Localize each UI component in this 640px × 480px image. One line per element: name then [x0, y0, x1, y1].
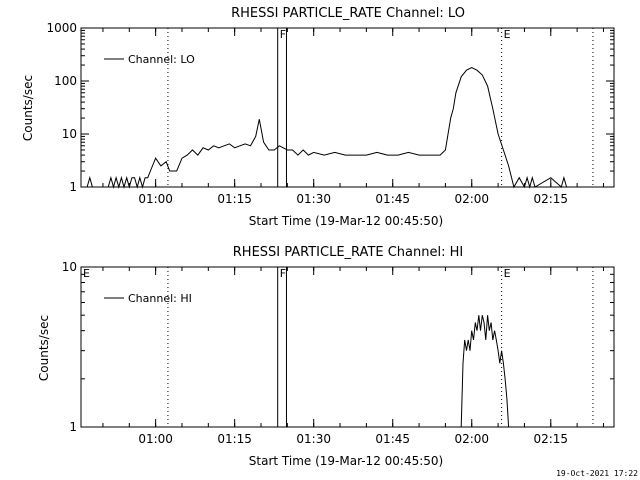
data-group-lo: [86, 66, 568, 189]
tick-group-lo: 01:00 01:15 01:30 01:45 02:00 02:15 1 10 100 1000: [46, 21, 614, 206]
x-tick-label: 02:00: [454, 192, 489, 206]
series-line-hi: [460, 315, 510, 428]
y-tick-label: 1: [69, 180, 77, 194]
legend-lo: Channel: LO: [104, 53, 195, 66]
x-tick-label: 01:45: [375, 432, 410, 446]
chart-title-lo: RHESSI PARTICLE_RATE Channel: LO: [231, 6, 465, 21]
marker-label: E: [83, 267, 90, 280]
x-tick-label: 01:30: [296, 432, 331, 446]
footer-date: 19-Oct-2021 17:22: [556, 469, 638, 478]
y-tick-label: 10: [62, 260, 77, 274]
data-group-hi: [460, 315, 510, 428]
marker-label: F: [280, 267, 286, 280]
y-axis-label-hi: Counts/sec: [37, 315, 51, 381]
series-line-lo: [86, 66, 568, 189]
chart-title-hi: RHESSI PARTICLE_RATE Channel: HI: [233, 245, 463, 260]
marker-label: E: [504, 267, 511, 280]
legend-hi: Channel: HI: [104, 292, 192, 305]
y-tick-label: 10: [62, 127, 77, 141]
x-tick-label: 02:00: [454, 432, 489, 446]
plot-frame-lo: [80, 27, 615, 188]
plot-frame-hi: [80, 266, 615, 428]
y-tick-label: 1: [69, 420, 77, 434]
x-tick-label: 01:00: [138, 192, 173, 206]
x-tick-label: 01:00: [138, 432, 173, 446]
x-axis-label-lo: Start Time (19-Mar-12 00:45:50): [249, 214, 443, 228]
x-tick-label: 01:15: [217, 192, 252, 206]
legend-label-hi: Channel: HI: [128, 292, 192, 305]
x-tick-label: 01:15: [217, 432, 252, 446]
legend-label-lo: Channel: LO: [128, 53, 195, 66]
chart-panel-hi: RHESSI PARTICLE_RATE Channel: HI Start T…: [37, 245, 615, 468]
marker-label: F: [280, 28, 286, 41]
x-tick-label: 01:30: [296, 192, 331, 206]
x-axis-label-hi: Start Time (19-Mar-12 00:45:50): [249, 454, 443, 468]
y-tick-label: 1000: [46, 21, 77, 35]
y-axis-label-lo: Counts/sec: [21, 75, 35, 141]
x-tick-label: 01:45: [375, 192, 410, 206]
tick-group-hi: 01:00 01:15 01:30 01:45 02:00 02:15 1 10: [62, 260, 614, 446]
marker-label: E: [504, 28, 511, 41]
y-tick-label: 100: [54, 74, 77, 88]
x-tick-label: 02:15: [533, 192, 568, 206]
chart-panel-lo: RHESSI PARTICLE_RATE Channel: LO Start T…: [21, 6, 615, 228]
x-tick-label: 02:15: [533, 432, 568, 446]
